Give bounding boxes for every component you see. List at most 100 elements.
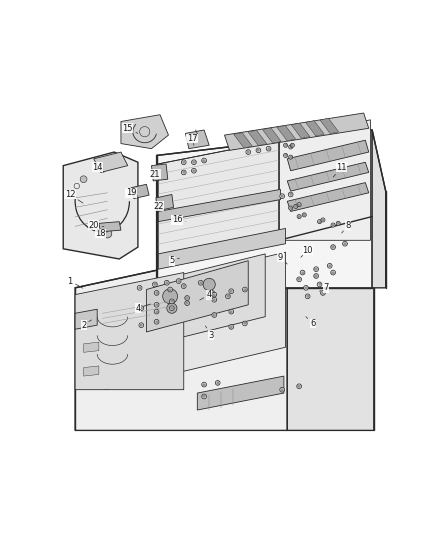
Circle shape <box>256 148 261 153</box>
Circle shape <box>297 214 301 219</box>
Circle shape <box>206 290 215 299</box>
Circle shape <box>181 284 186 288</box>
Circle shape <box>215 381 220 385</box>
Polygon shape <box>287 242 374 431</box>
Text: 20: 20 <box>88 221 104 230</box>
Circle shape <box>314 267 318 271</box>
Circle shape <box>336 221 340 225</box>
Circle shape <box>229 325 233 329</box>
Text: 14: 14 <box>92 163 104 172</box>
Text: 5: 5 <box>169 256 180 265</box>
Circle shape <box>318 220 321 224</box>
Text: 3: 3 <box>205 326 214 340</box>
Circle shape <box>343 241 347 246</box>
Polygon shape <box>234 133 252 148</box>
Text: 17: 17 <box>187 134 198 146</box>
Polygon shape <box>84 342 99 352</box>
Circle shape <box>176 279 181 284</box>
Circle shape <box>202 158 206 163</box>
Circle shape <box>229 309 233 314</box>
Text: 4: 4 <box>200 290 212 300</box>
Polygon shape <box>75 272 184 390</box>
Circle shape <box>280 387 285 392</box>
Circle shape <box>280 194 285 199</box>
Circle shape <box>154 290 159 295</box>
Circle shape <box>152 282 157 287</box>
Circle shape <box>243 321 247 326</box>
Polygon shape <box>291 123 310 139</box>
Circle shape <box>283 154 288 157</box>
Circle shape <box>154 302 159 307</box>
Circle shape <box>185 301 190 305</box>
Text: 6: 6 <box>306 317 315 328</box>
Circle shape <box>168 287 173 292</box>
Circle shape <box>181 160 186 165</box>
Circle shape <box>154 309 159 314</box>
Text: 4: 4 <box>135 304 151 313</box>
Polygon shape <box>121 115 169 149</box>
Polygon shape <box>287 183 369 212</box>
Circle shape <box>212 313 217 317</box>
Circle shape <box>331 270 336 275</box>
Circle shape <box>229 289 233 294</box>
Polygon shape <box>197 376 284 410</box>
Polygon shape <box>287 162 369 191</box>
Polygon shape <box>75 309 97 329</box>
Text: 22: 22 <box>153 202 163 211</box>
Circle shape <box>181 170 186 175</box>
Circle shape <box>321 290 325 295</box>
Circle shape <box>246 150 251 155</box>
Polygon shape <box>128 254 265 351</box>
Circle shape <box>327 263 332 268</box>
Circle shape <box>288 192 293 197</box>
Polygon shape <box>306 120 324 136</box>
Text: 19: 19 <box>126 188 138 197</box>
Circle shape <box>290 143 294 147</box>
Circle shape <box>289 206 293 210</box>
Circle shape <box>185 296 190 301</box>
Circle shape <box>170 306 174 311</box>
Circle shape <box>203 278 215 290</box>
Circle shape <box>154 319 159 324</box>
Circle shape <box>202 394 206 399</box>
Text: 9: 9 <box>278 253 287 264</box>
Circle shape <box>266 146 271 151</box>
Polygon shape <box>75 242 287 431</box>
Circle shape <box>317 282 322 287</box>
Circle shape <box>103 229 112 238</box>
Text: 7: 7 <box>320 284 329 292</box>
Polygon shape <box>277 125 296 141</box>
Circle shape <box>139 306 144 311</box>
Circle shape <box>294 204 298 208</box>
Circle shape <box>137 286 142 290</box>
Circle shape <box>226 294 230 298</box>
Circle shape <box>297 277 301 282</box>
Text: 11: 11 <box>333 163 347 177</box>
Circle shape <box>167 303 177 313</box>
Circle shape <box>202 382 206 387</box>
Polygon shape <box>279 120 371 240</box>
Text: 16: 16 <box>172 215 185 224</box>
Circle shape <box>289 145 293 149</box>
Polygon shape <box>320 118 339 134</box>
Circle shape <box>243 287 247 292</box>
Text: 12: 12 <box>65 190 83 203</box>
Circle shape <box>304 286 308 290</box>
Polygon shape <box>248 130 267 146</box>
Circle shape <box>331 245 336 249</box>
Polygon shape <box>287 140 369 171</box>
Text: 2: 2 <box>81 320 92 330</box>
Polygon shape <box>372 130 386 288</box>
Polygon shape <box>131 184 149 199</box>
Circle shape <box>305 294 310 298</box>
Polygon shape <box>158 229 286 269</box>
Polygon shape <box>99 222 121 232</box>
Polygon shape <box>106 252 286 390</box>
Polygon shape <box>94 152 128 172</box>
Circle shape <box>139 323 144 328</box>
Text: 10: 10 <box>301 246 313 257</box>
Polygon shape <box>84 366 99 376</box>
Text: 15: 15 <box>123 124 138 133</box>
Polygon shape <box>185 130 209 149</box>
Circle shape <box>164 280 169 285</box>
